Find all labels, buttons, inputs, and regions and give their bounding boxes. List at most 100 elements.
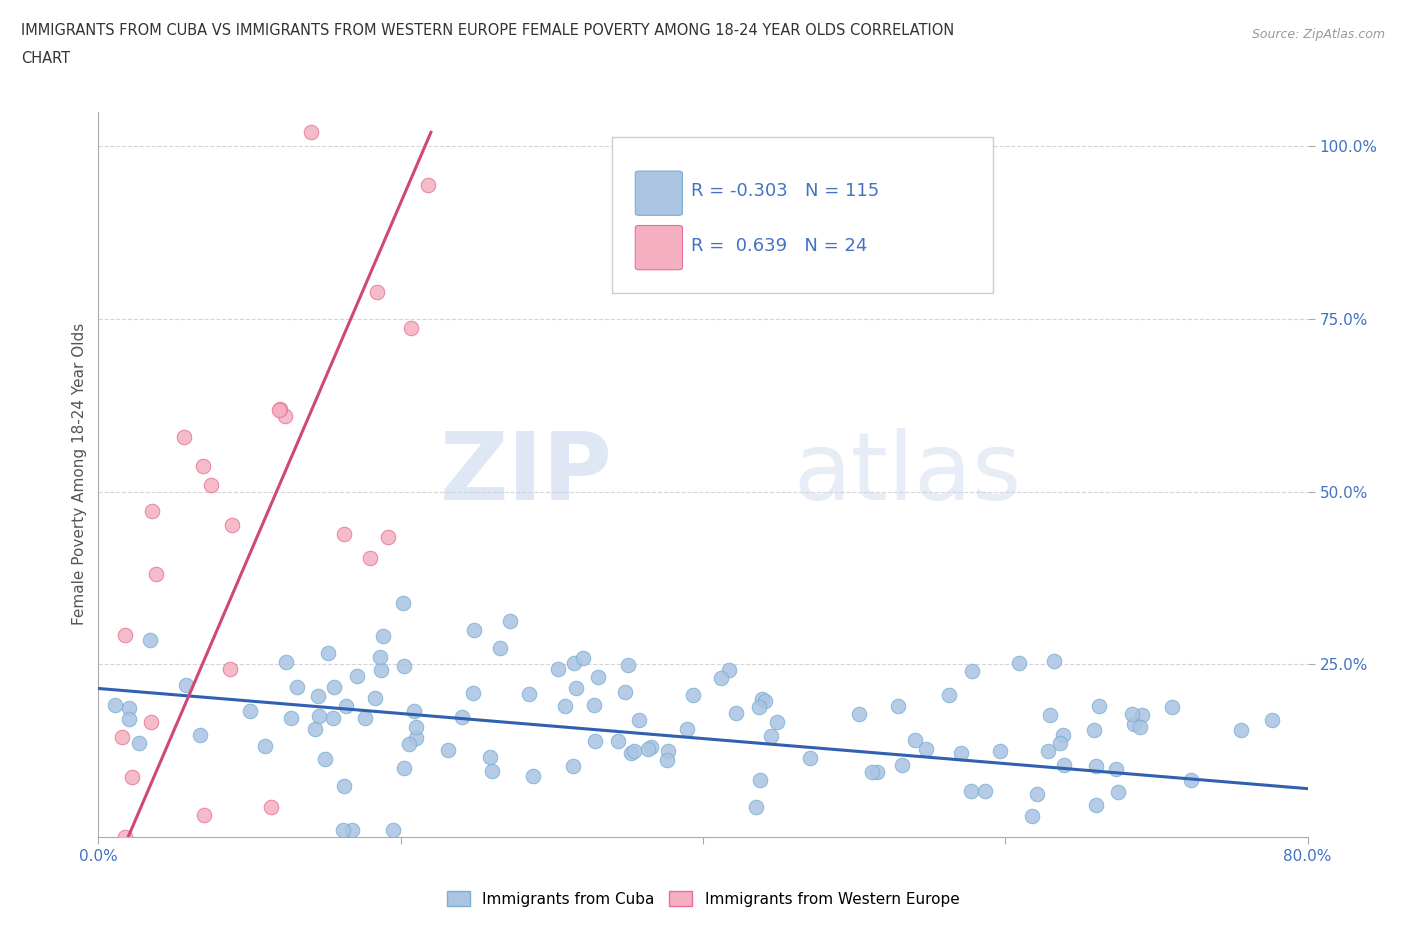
Point [318,646,340,661]
Text: R =  0.639   N = 24: R = 0.639 N = 24 [690,237,868,255]
Point [655,752,678,767]
Point [745,800,768,815]
Point [1105,762,1128,777]
Point [1043,654,1066,669]
FancyBboxPatch shape [636,171,682,216]
Point [377,530,399,545]
Point [675,722,697,737]
Point [1260,713,1282,728]
Point [914,741,936,756]
Point [588,670,610,684]
Point [749,773,772,788]
Point [1230,723,1253,737]
Point [274,408,297,423]
Point [613,684,636,699]
Point [398,737,420,751]
Point [582,698,605,712]
Point [799,751,821,765]
Point [1039,708,1062,723]
Point [1036,744,1059,759]
Point [938,687,960,702]
Point [145,566,167,581]
Point [1049,736,1071,751]
Point [751,692,773,707]
Point [887,698,910,713]
Point [405,720,427,735]
Point [860,764,883,779]
Point [335,699,357,714]
Point [748,700,770,715]
Point [104,698,127,712]
Point [359,551,381,565]
Point [394,761,416,776]
Point [267,403,290,418]
Point [114,628,136,643]
Point [121,769,143,784]
Point [890,758,912,773]
Point [682,688,704,703]
Point [370,662,392,677]
Point [392,658,415,673]
Point [517,686,540,701]
Point [437,742,460,757]
Point [322,711,344,725]
Point [399,321,422,336]
Point [522,768,544,783]
Point [759,729,782,744]
Point [173,430,195,445]
Point [1160,700,1182,715]
Point [1021,808,1043,823]
Point [314,752,336,767]
Point [949,746,972,761]
Point [583,734,606,749]
Point [463,623,485,638]
Point [565,681,588,696]
Point [1129,720,1152,735]
Point [323,680,346,695]
Point [128,736,150,751]
Point [1052,728,1074,743]
Text: CHART: CHART [21,51,70,66]
Point [1132,708,1154,723]
Point [391,596,413,611]
Point [1007,656,1029,671]
Point [114,830,136,844]
Point [904,732,927,747]
Point [1083,723,1105,737]
Point [1180,773,1202,788]
Point [717,662,740,677]
Point [118,712,141,727]
Point [848,707,870,722]
Point [1084,758,1107,773]
FancyBboxPatch shape [613,137,993,293]
Point [710,671,733,685]
Point [366,285,388,299]
Point [285,679,308,694]
Point [547,662,569,677]
Point [260,800,283,815]
Point [346,668,368,683]
Point [141,504,163,519]
Point [371,629,394,644]
Point [1088,698,1111,713]
Point [405,730,427,745]
Point [193,458,215,473]
Point [637,741,659,756]
Point [865,764,887,779]
Text: IMMIGRANTS FROM CUBA VS IMMIGRANTS FROM WESTERN EUROPE FEMALE POVERTY AMONG 18-2: IMMIGRANTS FROM CUBA VS IMMIGRANTS FROM … [21,23,955,38]
Point [280,711,302,725]
Point [307,688,329,703]
Point [254,738,277,753]
Point [765,715,787,730]
Point [617,658,640,672]
Point [451,710,474,724]
Point [481,764,503,778]
Point [1084,797,1107,812]
Point [274,655,297,670]
Point [239,704,262,719]
Point [110,730,132,745]
Point [489,640,512,655]
Point [382,823,405,838]
FancyBboxPatch shape [636,225,682,270]
Point [188,727,211,742]
